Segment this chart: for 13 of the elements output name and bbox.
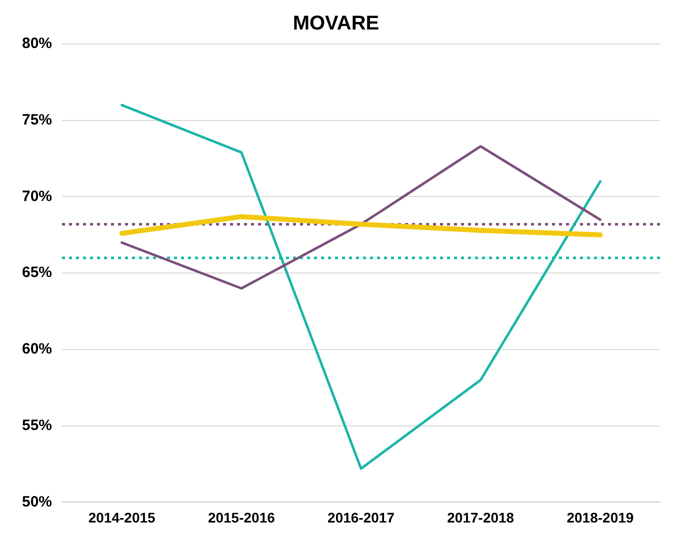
y-tick-label: 55% (22, 416, 52, 434)
x-tick-label: 2014-2015 (88, 509, 156, 526)
y-tick-label: 60% (22, 340, 52, 358)
y-tick-label: 65% (22, 264, 52, 282)
x-tick-label: 2017-2018 (447, 509, 514, 526)
y-tick-label: 70% (22, 188, 52, 205)
x-tick-label: 2018-2019 (566, 509, 634, 526)
y-tick-label: 75% (22, 112, 52, 129)
x-tick-label: 2015-2016 (208, 509, 276, 526)
y-tick-label: 80% (22, 35, 52, 52)
chart-title: MOVARE (292, 12, 380, 35)
y-tick-label: 50% (22, 493, 52, 510)
x-tick-label: 2016-2017 (328, 509, 395, 526)
